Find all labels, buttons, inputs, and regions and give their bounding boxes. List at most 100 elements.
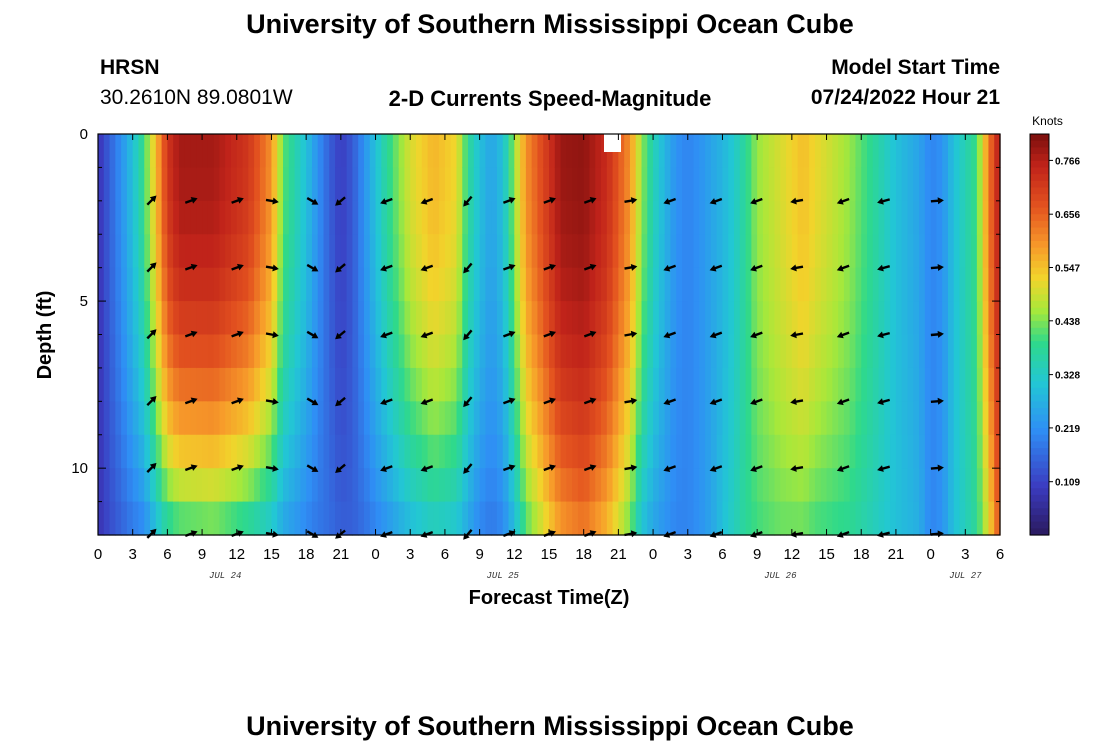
heatmap-cell (612, 167, 619, 202)
heatmap-cell (404, 301, 411, 336)
vector-head (589, 330, 597, 338)
heatmap-cell (410, 367, 417, 402)
vector-head (149, 396, 157, 403)
heatmap-cell (739, 468, 747, 503)
heatmap-cell (265, 301, 273, 336)
heatmap-cell (739, 301, 747, 336)
heatmap-cell (664, 267, 672, 302)
current-vector (543, 464, 556, 472)
heatmap-cell (722, 167, 729, 202)
heatmap-cell (942, 234, 949, 269)
heatmap-cell (878, 501, 885, 536)
heatmap-cell (710, 501, 718, 536)
heatmap-cell (230, 134, 238, 169)
heatmap-cell (641, 367, 648, 402)
heatmap-cell (710, 434, 718, 469)
heatmap-cell (786, 200, 793, 235)
heatmap-cell (872, 167, 880, 202)
heatmap-cell (762, 267, 770, 302)
heatmap-cell (595, 434, 602, 469)
heatmap-cell (496, 234, 504, 269)
heatmap-cell (236, 134, 244, 169)
heatmap-cell (219, 301, 226, 336)
colorbar-segment (1030, 528, 1049, 536)
heatmap-cell (589, 301, 596, 336)
heatmap-cell (230, 468, 238, 503)
heatmap-cell (838, 200, 845, 235)
heatmap-cell (138, 434, 145, 469)
heatmap-cell (774, 367, 781, 402)
heatmap-cell (976, 501, 984, 536)
heatmap-cell (184, 267, 192, 302)
heatmap-cell (485, 234, 492, 269)
heatmap-cell (826, 468, 833, 503)
heatmap-cell (468, 167, 475, 202)
heatmap-cell (167, 134, 174, 169)
vector-head (420, 331, 428, 339)
heatmap-cell (901, 200, 909, 235)
colorbar-segment (1030, 160, 1049, 169)
heatmap-cell (508, 234, 515, 269)
heatmap-cell (867, 401, 874, 436)
heatmap-cell (161, 234, 168, 269)
heatmap-cell (537, 334, 544, 369)
heatmap-cell (190, 167, 197, 202)
vector-head (149, 195, 157, 203)
heatmap-cell (525, 468, 533, 503)
heatmap-cell (271, 267, 278, 302)
heatmap-cell (543, 267, 550, 302)
heatmap-cell (514, 501, 521, 536)
heatmap-cell (427, 167, 434, 202)
heatmap-cell (375, 234, 382, 269)
x-tick-label: 21 (610, 546, 627, 563)
heatmap-cell (514, 167, 521, 202)
x-tick-label: 0 (94, 546, 102, 563)
heatmap-cell (207, 234, 215, 269)
heatmap-cell (895, 234, 903, 269)
colorbar-segment (1030, 140, 1049, 148)
heatmap-cell (572, 234, 579, 269)
heatmap-cell (439, 434, 446, 469)
heatmap-cell (363, 501, 371, 536)
heatmap-cell (207, 434, 215, 469)
heatmap-cell (583, 434, 591, 469)
heatmap-cell (514, 468, 521, 503)
heatmap-cell (618, 468, 625, 503)
heatmap-cell (890, 401, 897, 436)
heatmap-cell (496, 301, 504, 336)
heatmap-cell (271, 468, 278, 503)
heatmap-cell (838, 134, 845, 169)
heatmap-cell (976, 234, 984, 269)
heatmap-cell (762, 468, 770, 503)
heatmap-cell (259, 267, 267, 302)
heatmap-cell (155, 134, 163, 169)
heatmap-cell (230, 200, 238, 235)
current-vector (420, 264, 434, 272)
heatmap-cell (358, 134, 365, 169)
x-tick-label: 6 (996, 546, 1004, 563)
heatmap-cell (202, 167, 209, 202)
heatmap-cell (369, 200, 377, 235)
heatmap-cell (190, 367, 197, 402)
heatmap-cell (572, 367, 579, 402)
heatmap-cell (496, 200, 504, 235)
heatmap-cell (381, 334, 388, 369)
heatmap-cell (884, 468, 891, 503)
heatmap-cell (323, 267, 330, 302)
heatmap-cell (976, 401, 984, 436)
current-vector (836, 264, 850, 272)
current-vector (877, 331, 891, 339)
heatmap-cell (739, 134, 747, 169)
heatmap-cell (462, 434, 469, 469)
heatmap-cell (843, 234, 851, 269)
heatmap-cell (583, 501, 591, 536)
heatmap-cell (317, 200, 325, 235)
heatmap-cell (589, 401, 596, 436)
heatmap-cell (178, 234, 186, 269)
heatmap-cell (791, 234, 799, 269)
current-vector (184, 330, 198, 338)
heatmap-cell (323, 234, 330, 269)
heatmap-cell (531, 434, 539, 469)
heatmap-cell (202, 234, 209, 269)
